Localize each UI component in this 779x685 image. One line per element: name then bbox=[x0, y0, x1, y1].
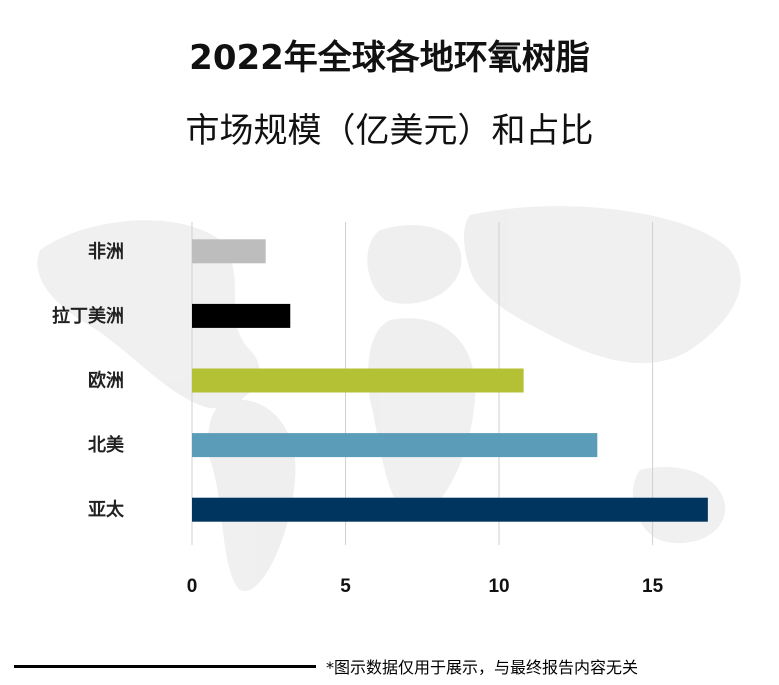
x-axis-tick-labels: 0 5 10 15 bbox=[187, 576, 664, 597]
x-tick-label: 5 bbox=[340, 576, 351, 597]
x-tick-label: 10 bbox=[488, 576, 509, 597]
y-category-label: 欧洲 bbox=[88, 370, 124, 392]
bar-4 bbox=[192, 497, 708, 522]
footnote-rule bbox=[14, 665, 316, 668]
bar-0 bbox=[192, 239, 266, 264]
y-category-label: 拉丁美洲 bbox=[52, 305, 124, 327]
bar-2 bbox=[192, 368, 524, 393]
bars bbox=[192, 239, 708, 522]
bar-3 bbox=[192, 433, 598, 458]
x-tick-label: 0 bbox=[187, 576, 198, 597]
y-category-label: 非洲 bbox=[88, 240, 124, 262]
world-map-watermark bbox=[37, 206, 741, 592]
footnote: *图示数据仅用于展示，与最终报告内容无关 bbox=[326, 658, 639, 677]
chart-title-line1: 2022年全球各地环氧树脂 bbox=[189, 38, 590, 78]
x-tick-label: 15 bbox=[642, 576, 664, 597]
y-category-label: 亚太 bbox=[88, 499, 125, 521]
bar-1 bbox=[192, 303, 291, 328]
y-category-label: 北美 bbox=[88, 434, 124, 456]
chart-title-line2: 市场规模（亿美元）和占比 bbox=[185, 111, 594, 151]
